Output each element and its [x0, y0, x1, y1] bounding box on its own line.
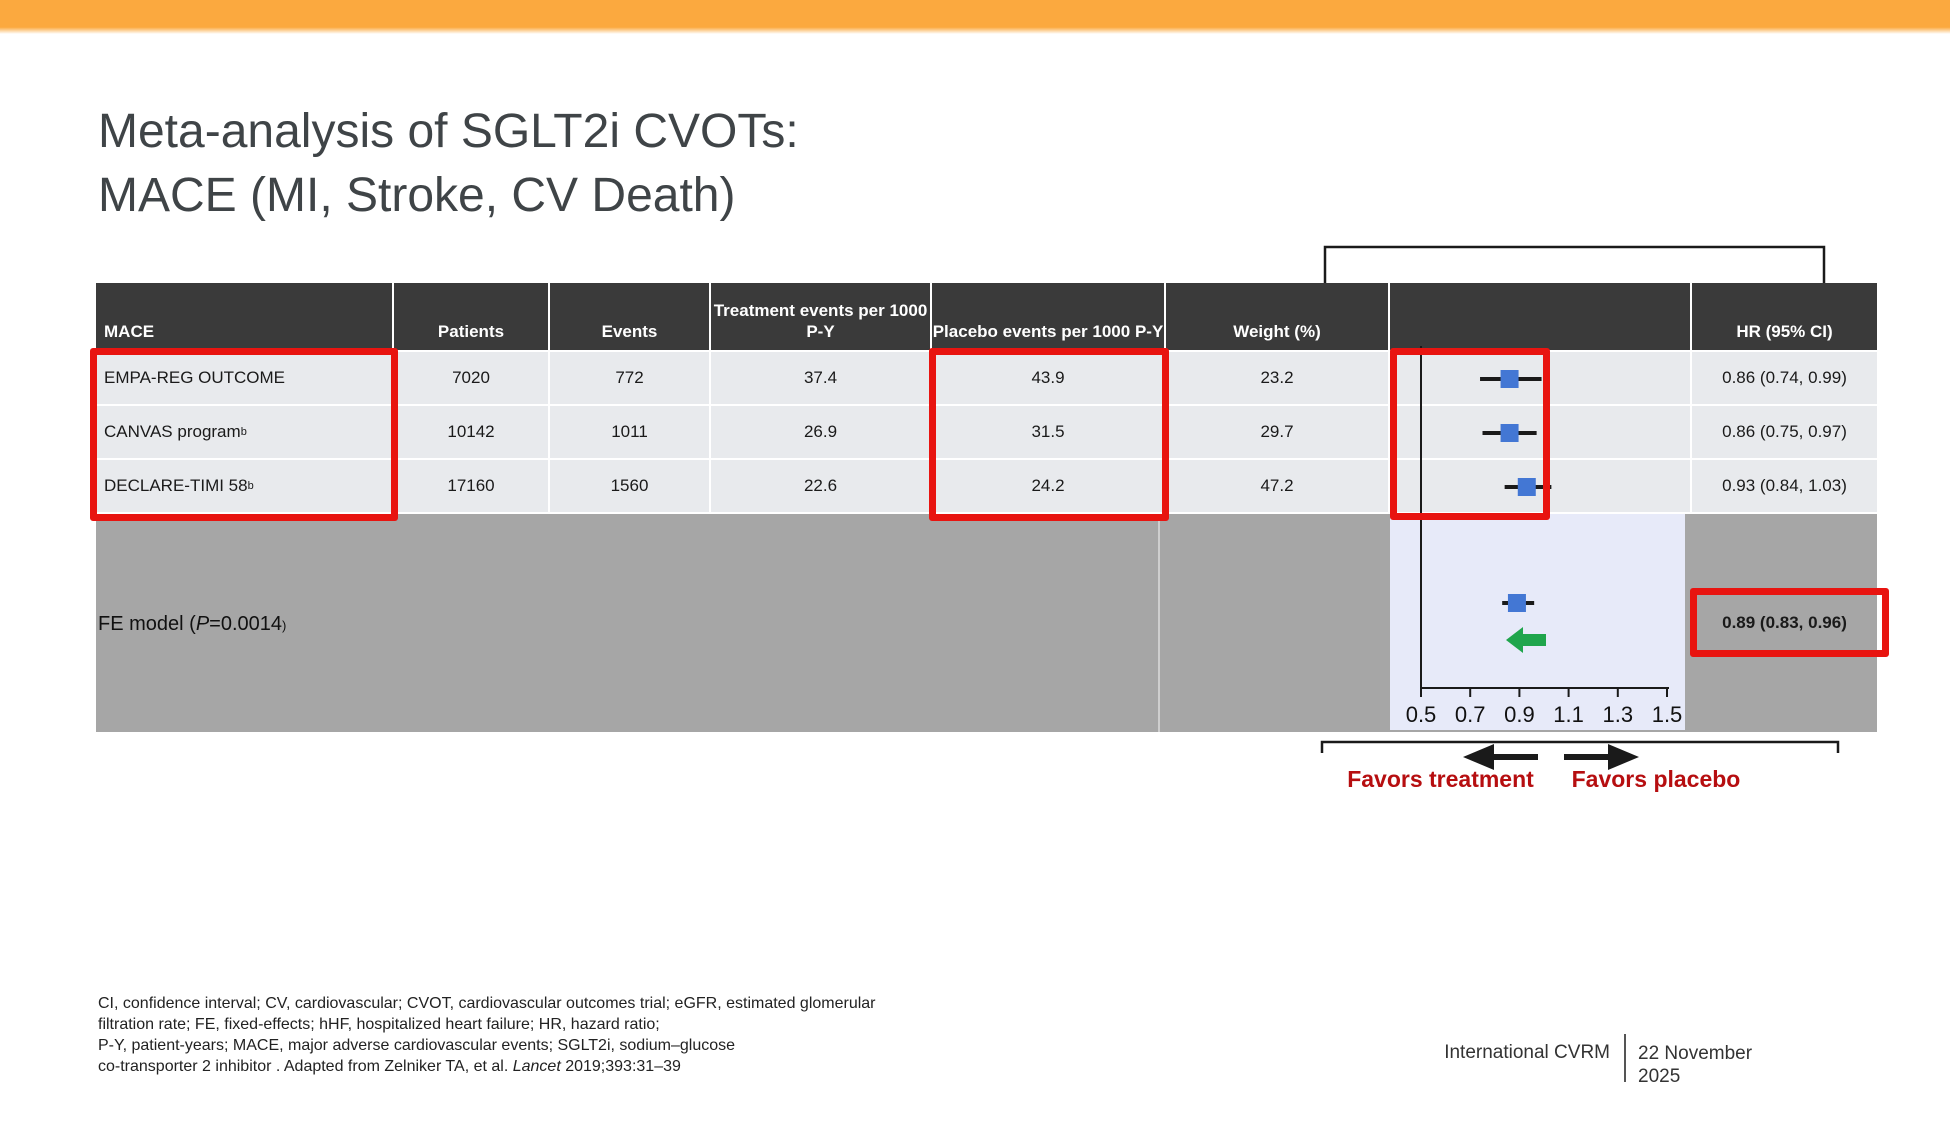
summary-band-divider — [1158, 514, 1160, 732]
table-row-1-treatment: 37.4 — [711, 352, 930, 404]
table-row-1-name: EMPA-REG OUTCOME — [96, 352, 392, 404]
table-row-3-name: DECLARE-TIMI 58 b — [96, 460, 392, 512]
table-row-1-events: 772 — [550, 352, 709, 404]
top-bracket — [1323, 245, 1826, 283]
favors-placebo-label: Favors placebo — [1571, 766, 1741, 792]
column-header-4: Treatment events per 1000 P-Y — [711, 283, 930, 350]
table-row-3-hr: 0.93 (0.84, 1.03) — [1692, 460, 1877, 512]
footnote-line4-before: co-transporter 2 inhibitor . Adapted fro… — [98, 1058, 513, 1075]
table-row-2-weight: 29.7 — [1166, 406, 1388, 458]
column-header-8: HR (95% CI) — [1692, 283, 1877, 350]
table-row-1-weight: 23.2 — [1166, 352, 1388, 404]
column-header-2: Patients — [394, 283, 548, 350]
fe-label-prefix: FE model ( — [98, 613, 196, 635]
table-row-3-weight: 47.2 — [1166, 460, 1388, 512]
footer-divider — [1624, 1034, 1626, 1082]
footer-date-line1: 22 November — [1638, 1043, 1753, 1064]
table-row-2-treatment: 26.9 — [711, 406, 930, 458]
table-row-3-patients: 17160 — [394, 460, 548, 512]
fe-label-value: =0.0014 — [209, 613, 283, 635]
highlight-box-summary-hr — [1690, 588, 1889, 657]
fe-label-close: ) — [282, 618, 287, 633]
footer-organization: International CVRM — [1444, 1042, 1610, 1063]
table-row-2-name: CANVAS program b — [96, 406, 392, 458]
summary-hr-value: 0.89 (0.83, 0.96) — [1722, 613, 1847, 632]
table-row-2-plot — [1390, 406, 1690, 458]
fe-label-p: P — [195, 613, 210, 635]
footnote-line-2: filtration rate; FE, fixed-effects; hHF,… — [98, 1016, 660, 1033]
table-row-1-hr: 0.86 (0.74, 0.99) — [1692, 352, 1877, 404]
table-row-2-events: 1011 — [550, 406, 709, 458]
table-row-1-placebo: 43.9 — [932, 352, 1164, 404]
footer-date-line2: 2025 — [1638, 1066, 1681, 1087]
page-title: Meta-analysis of SGLT2i CVOTs: MACE (MI,… — [98, 100, 799, 228]
column-header-1: MACE — [96, 283, 392, 350]
table-row-3-treatment: 22.6 — [711, 460, 930, 512]
column-header-6: Weight (%) — [1166, 283, 1388, 350]
highlight-box-forest-markers — [1390, 348, 1550, 520]
column-header-7 — [1390, 283, 1690, 350]
table-row-3-events: 1560 — [550, 460, 709, 512]
table-row-1-patients: 7020 — [394, 352, 548, 404]
column-header-3: Events — [550, 283, 709, 350]
footnote-line-3: P-Y, patient-years; MACE, major adverse … — [98, 1037, 736, 1054]
table-row-3-placebo: 24.2 — [932, 460, 1164, 512]
highlight-box-trial-names — [90, 348, 398, 521]
highlight-box-placebo-events — [929, 348, 1169, 521]
footnote-line-1: CI, confidence interval; CV, cardiovascu… — [98, 995, 876, 1012]
bottom-bracket — [1320, 740, 1840, 753]
title-line-2: MACE (MI, Stroke, CV Death) — [98, 169, 736, 222]
table-row-2-patients: 10142 — [394, 406, 548, 458]
footnote-line4-after: 2019;393:31–39 — [560, 1058, 681, 1075]
footnote-line-4: co-transporter 2 inhibitor . Adapted fro… — [98, 1056, 876, 1077]
title-line-1: Meta-analysis of SGLT2i CVOTs: — [98, 105, 799, 158]
table-row-2-hr: 0.86 (0.75, 0.97) — [1692, 406, 1877, 458]
table-row-2-placebo: 31.5 — [932, 406, 1164, 458]
footnote-line4-journal: Lancet — [512, 1058, 561, 1075]
favors-treatment-label: Favors treatment — [1347, 766, 1534, 792]
footnote: CI, confidence interval; CV, cardiovascu… — [98, 993, 876, 1077]
fe-model-label: FE model (P=0.0014) — [98, 613, 286, 636]
forest-plot-background — [1390, 514, 1685, 730]
top-accent-bar — [0, 0, 1950, 34]
column-header-5: Placebo events per 1000 P-Y — [932, 283, 1164, 350]
footer-date: 22 November 2025 — [1638, 1042, 1752, 1088]
